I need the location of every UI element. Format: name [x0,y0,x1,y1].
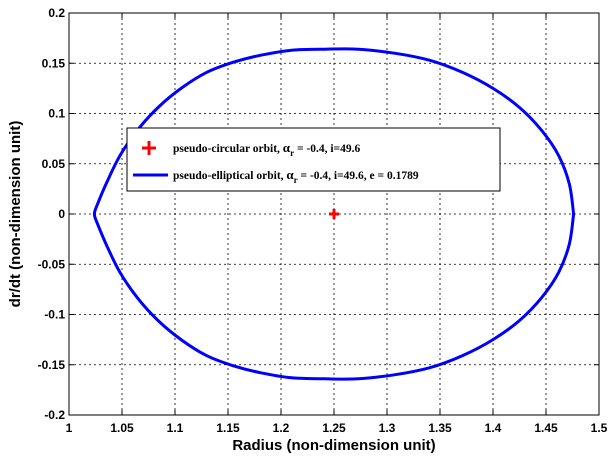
x-tick-label: 1.35 [428,421,452,435]
legend-entry-elliptical: pseudo-elliptical orbit, αr = -0.4, i=49… [133,167,419,185]
legend: pseudo-circular orbit, αr = -0.4, i=49.6… [126,127,501,192]
legend-box [126,127,501,192]
x-tick-labels: 1 1.05 1.1 1.15 1.2 1.25 1.3 1.35 1.4 1.45 1.5 [66,421,608,435]
x-tick-label: 1.45 [534,421,558,435]
x-tick-label: 1.4 [485,421,502,435]
data-series [92,47,576,381]
y-tick-label: 0.1 [48,107,65,121]
legend-plus-marker [142,141,156,155]
x-tick-label: 1.5 [591,421,608,435]
x-tick-label: 1.15 [216,421,240,435]
y-tick-label: 0.15 [42,56,66,70]
x-tick-label: 1.25 [322,421,346,435]
legend-entry-circular: pseudo-circular orbit, αr = -0.4, i=49.6 [142,140,360,158]
y-tick-label: 0 [58,207,65,221]
x-axis-label: Radius (non-dimension unit) [232,437,435,454]
y-tick-label: 0.2 [48,6,65,20]
y-tick-label: 0.05 [42,157,66,171]
x-tick-label: 1.05 [110,421,134,435]
y-tick-label: -0.05 [38,257,66,271]
legend-label-circular: pseudo-circular orbit, αr = -0.4, i=49.6 [173,140,360,158]
legend-label-elliptical: pseudo-elliptical orbit, αr = -0.4, i=49… [173,167,419,185]
series-line-elliptical-orbit [92,47,576,381]
x-tick-label: 1 [66,421,73,435]
y-tick-label: -0.15 [38,358,66,372]
x-tick-label: 1.1 [167,421,184,435]
y-tick-labels: -0.2 -0.15 -0.1 -0.05 0 0.05 0.1 0.15 0.2 [38,6,66,422]
y-tick-label: -0.2 [44,408,65,422]
y-tick-label: -0.1 [44,308,65,322]
data-point-plus-marker [329,209,339,219]
y-axis-label: dr/dt (non-dimension unit) [7,121,24,308]
x-tick-label: 1.3 [379,421,396,435]
x-tick-label: 1.2 [273,421,290,435]
plot-frame [68,12,600,416]
